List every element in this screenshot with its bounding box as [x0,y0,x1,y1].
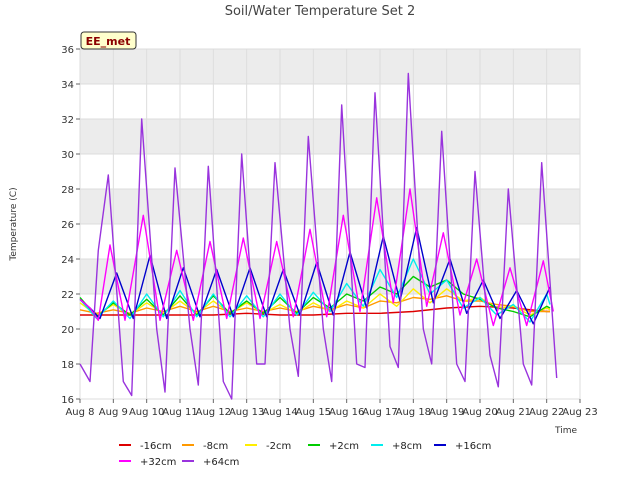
plot-band [80,329,580,364]
y-tick-label: 36 [61,45,74,56]
x-tick-label: Aug 21 [496,407,531,418]
x-tick-label: Aug 14 [262,407,297,418]
site-label-box: EE_met [80,31,137,50]
x-tick-label: Aug 22 [529,407,564,418]
y-tick-label: 30 [61,150,74,161]
plot-band [80,189,580,224]
legend-label: +16cm [455,441,491,452]
x-tick-label: Aug 19 [429,407,464,418]
y-tick-label: 24 [61,255,74,266]
x-tick-label: Aug 17 [362,407,397,418]
y-tick-label: 20 [61,325,74,336]
x-tick-label: Aug 8 [65,407,94,418]
legend-label: -8cm [203,441,228,452]
series-line-32cm [79,188,554,327]
x-tick-label: Aug 11 [162,407,197,418]
x-tick-label: Aug 12 [196,407,231,418]
x-tick-label: Aug 13 [229,407,264,418]
legend-label: +2cm [329,441,359,452]
x-axis-label: Time [554,426,577,436]
y-tick-label: 18 [61,360,74,371]
x-tick-label: Aug 18 [396,407,431,418]
plot-band [80,119,580,154]
legend-label: -16cm [140,441,172,452]
y-tick-label: 28 [61,185,74,196]
chart-title: Soil/Water Temperature Set 2 [225,4,416,19]
y-tick-label: 34 [61,80,74,91]
y-tick-labels: 16 18 20 22 24 26 28 30 32 34 36 [61,45,80,406]
y-tick-label: 16 [61,395,74,406]
plot-bands [80,49,580,364]
x-tick-label: Aug 16 [329,407,364,418]
y-axis-label: Temperature (C) [9,187,19,261]
legend: -16cm -8cm -2cm +2cm +8cm +16cm +32cm +64cm [119,441,491,468]
x-tick-label: Aug 23 [562,407,597,418]
x-tick-label: Aug 9 [99,407,128,418]
y-tick-label: 26 [61,220,74,231]
plot-band [80,49,580,84]
legend-label: +64cm [203,457,239,468]
series-line-64cm [79,72,558,400]
site-label: EE_met [86,35,131,48]
legend-label: -2cm [266,441,291,452]
y-tick-label: 32 [61,115,74,126]
series-layer [79,72,558,400]
x-tick-label: Aug 10 [129,407,164,418]
x-tick-label: Aug 15 [296,407,331,418]
legend-label: +8cm [392,441,422,452]
x-tick-label: Aug 20 [462,407,497,418]
legend-label: +32cm [140,457,176,468]
y-tick-label: 22 [61,290,74,301]
series-line-16cm [79,226,551,325]
plot-band [80,259,580,294]
